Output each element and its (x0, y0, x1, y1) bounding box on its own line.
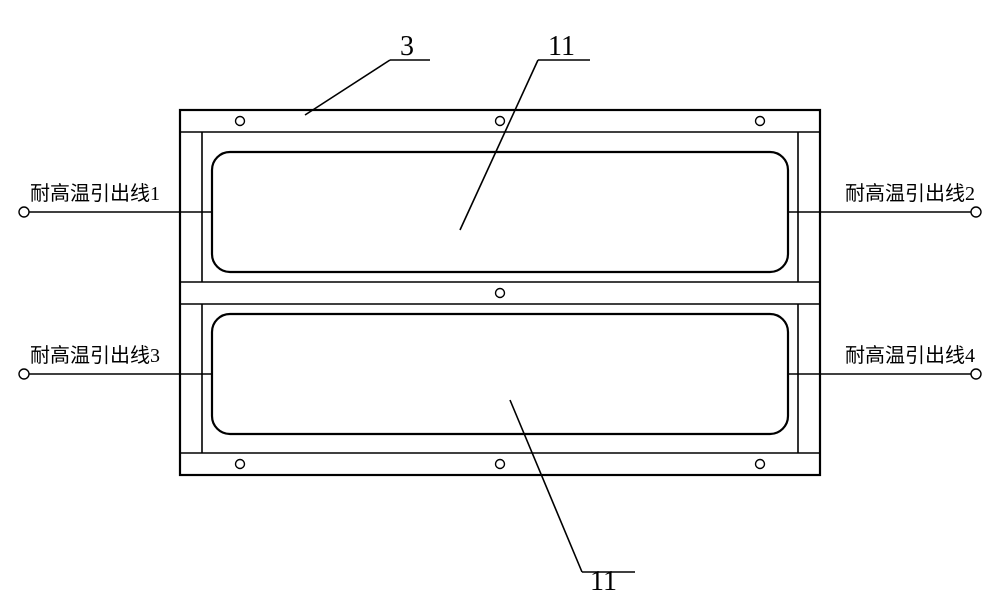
terminal-icon (19, 207, 29, 217)
lead-label-2: 耐高温引出线2 (845, 182, 975, 205)
hole-icon (756, 460, 765, 469)
callout-ref-11b: 11 (590, 566, 617, 597)
screw-holes (236, 117, 765, 469)
coil-top (212, 152, 788, 272)
hole-icon (496, 117, 505, 126)
hole-icon (496, 460, 505, 469)
lead-label-1: 耐高温引出线1 (30, 182, 160, 205)
lead-label-4: 耐高温引出线4 (845, 344, 975, 367)
callout-leader (510, 400, 582, 572)
terminal-icon (971, 369, 981, 379)
terminal-icon (971, 207, 981, 217)
hole-icon (236, 460, 245, 469)
callout-ref-3: 3 (400, 31, 414, 62)
callout-leader (460, 60, 538, 230)
coil-bottom (212, 314, 788, 434)
hole-icon (756, 117, 765, 126)
lead-label-3: 耐高温引出线3 (30, 344, 160, 367)
diagram-canvas: 耐高温引出线1 耐高温引出线2 耐高温引出线3 耐高温引出线4 3 11 11 (0, 0, 1000, 599)
hole-icon (236, 117, 245, 126)
hole-icon (496, 289, 505, 298)
callout-ref-11a: 11 (548, 31, 575, 62)
callout-leader (305, 60, 390, 115)
terminal-icon (19, 369, 29, 379)
